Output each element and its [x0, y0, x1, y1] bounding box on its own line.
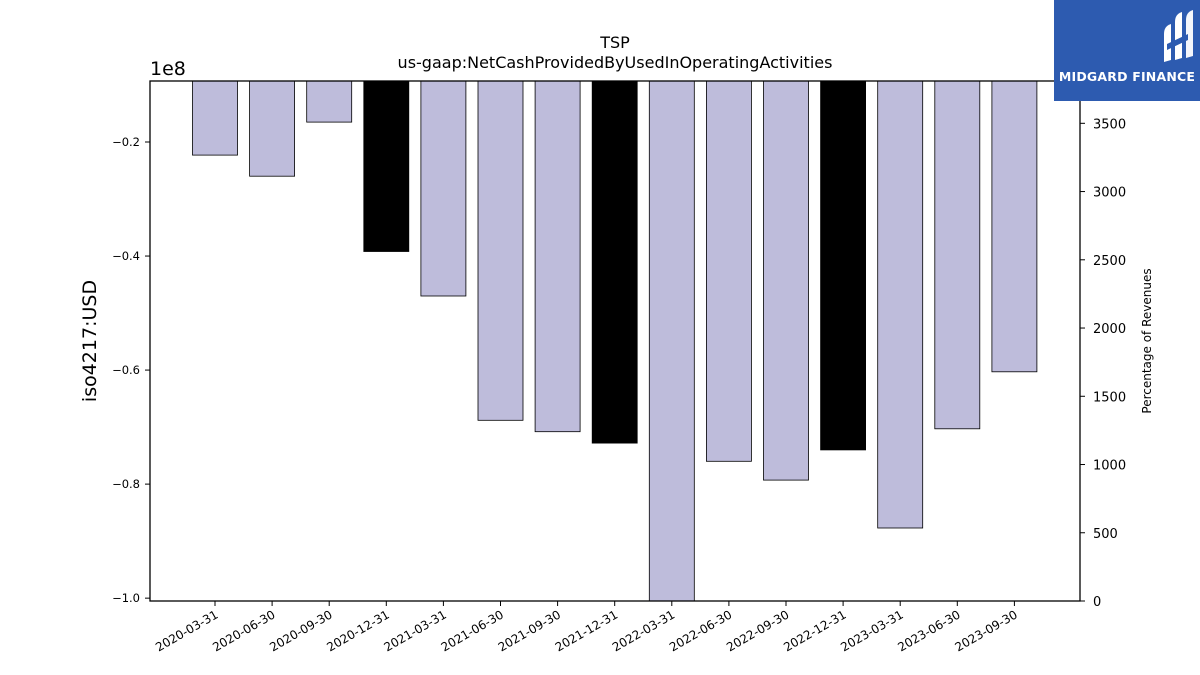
y-tick-label-1: −0.4: [112, 249, 140, 263]
chart-title: TSP: [599, 33, 630, 52]
y-tick-label-2: −0.6: [112, 363, 140, 377]
bar-2020-03-31: [192, 80, 238, 156]
bar-2021-03-31: [420, 80, 467, 297]
x-tick-label-2020-12-31: 2020-12-31: [324, 607, 391, 654]
x-tick-label-2022-12-31: 2022-12-31: [781, 607, 848, 654]
y-tick-label-3: −0.8: [112, 477, 140, 491]
bar-2020-09-30: [306, 80, 353, 123]
x-tick-label-2020-09-30: 2020-09-30: [267, 607, 334, 654]
x-tick-label-2021-06-30: 2021-06-30: [439, 607, 506, 654]
y2-tick-label-2: 1000: [1093, 459, 1126, 474]
y2-tick-label-5: 2500: [1093, 254, 1126, 269]
chart-subtitle: us-gaap:NetCashProvidedByUsedInOperating…: [398, 53, 833, 72]
y2-tick-label-1: 500: [1093, 527, 1118, 542]
bar-2022-12-31: [820, 80, 866, 451]
logo-text: MIDGARD FINANCE: [1058, 69, 1196, 84]
x-tick-label-2021-09-30: 2021-09-30: [496, 607, 563, 654]
y-axis-label: iso4217:USD: [79, 280, 101, 402]
x-tick-label-2022-03-31: 2022-03-31: [610, 607, 677, 654]
y2-tick-label-4: 2000: [1093, 322, 1126, 337]
x-tick-label-2020-03-31: 2020-03-31: [153, 607, 220, 654]
logo-mark-icon: [1164, 10, 1193, 62]
x-tick-label-2020-06-30: 2020-06-30: [210, 607, 277, 654]
y2-tick-label-7: 3500: [1093, 117, 1126, 132]
x-tick-label-2021-12-31: 2021-12-31: [553, 607, 620, 654]
bar-2022-03-31: [648, 80, 695, 602]
x-tick-label-2023-03-31: 2023-03-31: [838, 607, 905, 654]
midgard-finance-logo: MIDGARD FINANCE: [1054, 0, 1200, 101]
bar-2023-03-31: [877, 80, 924, 529]
bar-2023-09-30: [991, 80, 1038, 373]
bar-2022-09-30: [763, 80, 809, 481]
y2-tick-label-3: 1500: [1093, 390, 1126, 405]
bar-2021-12-31: [591, 80, 638, 444]
x-tick-label-2023-06-30: 2023-06-30: [895, 607, 962, 654]
y-offset-label: 1e8: [150, 58, 186, 80]
bar-2021-09-30: [534, 80, 581, 433]
x-tick-label-2021-03-31: 2021-03-31: [381, 607, 448, 654]
bar-2020-06-30: [249, 80, 296, 177]
y2-tick-label-6: 3000: [1093, 186, 1126, 201]
bar-2020-12-31: [363, 80, 410, 252]
y2-tick-label-0: 0: [1093, 595, 1101, 610]
bar-2022-06-30: [706, 80, 752, 462]
y-tick-label-4: −1.0: [112, 591, 140, 605]
plot-frame: [149, 80, 1081, 602]
bar-2023-06-30: [934, 80, 981, 430]
x-tick-label-2022-09-30: 2022-09-30: [724, 607, 791, 654]
x-tick-label-2023-09-30: 2023-09-30: [952, 607, 1019, 654]
y2-axis-label: Percentage of Revenues: [1140, 268, 1154, 413]
x-tick-label-2022-06-30: 2022-06-30: [667, 607, 734, 654]
bar-2021-06-30: [477, 80, 524, 421]
y-tick-label-0: −0.2: [112, 135, 140, 149]
